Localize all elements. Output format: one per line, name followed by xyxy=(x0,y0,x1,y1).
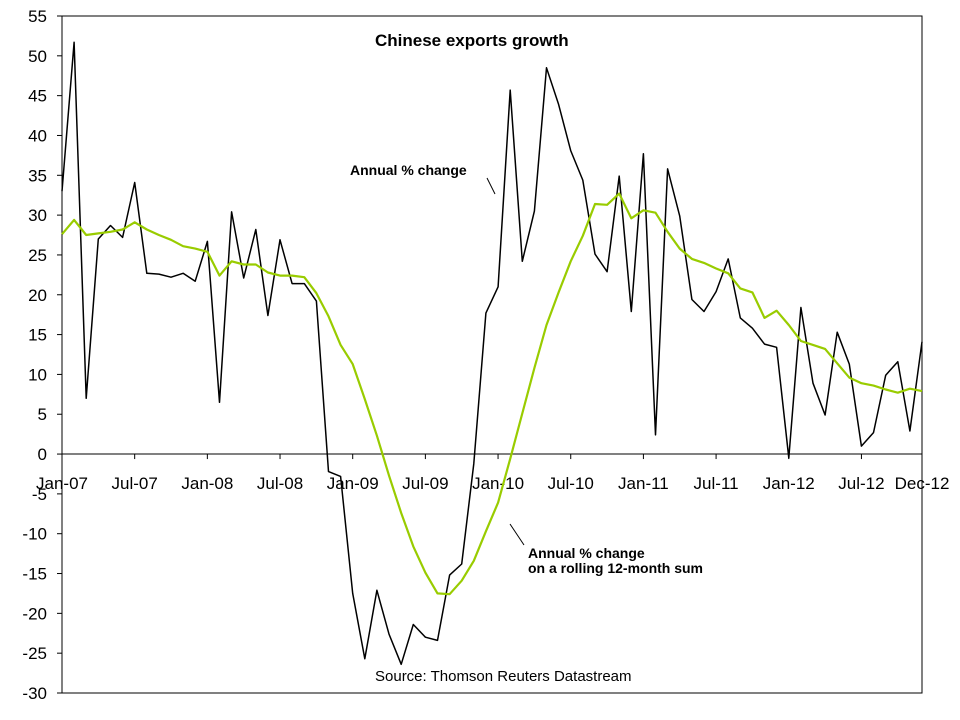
x-tick-label: Jul-08 xyxy=(257,474,303,493)
y-tick-label: 25 xyxy=(28,246,47,265)
y-tick-label: -5 xyxy=(32,485,47,504)
series-layer xyxy=(61,41,923,666)
x-tick-label: Jan-12 xyxy=(763,474,815,493)
y-tick-label: -10 xyxy=(22,525,47,544)
annotation-label-rolling: on a rolling 12-month sum xyxy=(528,560,703,576)
y-tick-label: -15 xyxy=(22,565,47,584)
x-tick-label: Jul-12 xyxy=(838,474,884,493)
x-tick-label: Jan-07 xyxy=(36,474,88,493)
y-axis-ticks: -30 -25 -20 -15 -10 -5 0 5 10 15 20 25 30 35 40 45 50 55 xyxy=(22,7,62,703)
y-tick-label: 0 xyxy=(38,445,47,464)
x-tick-label: Jan-08 xyxy=(181,474,233,493)
series-line-monthly xyxy=(61,41,923,666)
x-tick-label: Jan-10 xyxy=(472,474,524,493)
chart-axes xyxy=(61,15,923,694)
y-tick-label: 35 xyxy=(28,166,47,185)
y-tick-label: 20 xyxy=(28,286,47,305)
y-tick-label: 40 xyxy=(28,126,47,145)
y-tick-label: -25 xyxy=(22,644,47,663)
x-tick-label: Jan-09 xyxy=(327,474,379,493)
x-tick-label: Jul-11 xyxy=(694,474,739,493)
plot-frame xyxy=(61,15,923,694)
y-tick-label: -30 xyxy=(22,684,47,703)
y-tick-label: 50 xyxy=(28,47,47,66)
series-line-rolling xyxy=(61,192,923,596)
x-tick-label: Jul-09 xyxy=(402,474,448,493)
annotation-label-monthly: Annual % change xyxy=(350,162,467,178)
x-tick-label: Dec-12 xyxy=(895,474,950,493)
y-tick-label: 55 xyxy=(28,7,47,26)
x-tick-label: Jul-07 xyxy=(112,474,158,493)
source-note: Source: Thomson Reuters Datastream xyxy=(375,668,632,685)
y-tick-label: -20 xyxy=(22,604,47,623)
y-tick-label: 45 xyxy=(28,87,47,106)
y-tick-label: 30 xyxy=(28,206,47,225)
chart-title: Chinese exports growth xyxy=(375,31,569,50)
annotation-label-rolling: Annual % change xyxy=(528,545,645,561)
annotation-pointer xyxy=(509,523,525,546)
x-tick-label: Jan-11 xyxy=(618,474,669,493)
x-axis-ticks: Jan-07 Jul-07 Jan-08 Jul-08 Jan-09 Jul-09 Jan-… xyxy=(36,454,949,493)
x-tick-label: Jul-10 xyxy=(548,474,594,493)
annotation-pointer xyxy=(486,177,496,195)
y-tick-label: 5 xyxy=(38,405,47,424)
y-tick-label: 15 xyxy=(28,326,47,345)
y-tick-label: 10 xyxy=(28,365,47,384)
